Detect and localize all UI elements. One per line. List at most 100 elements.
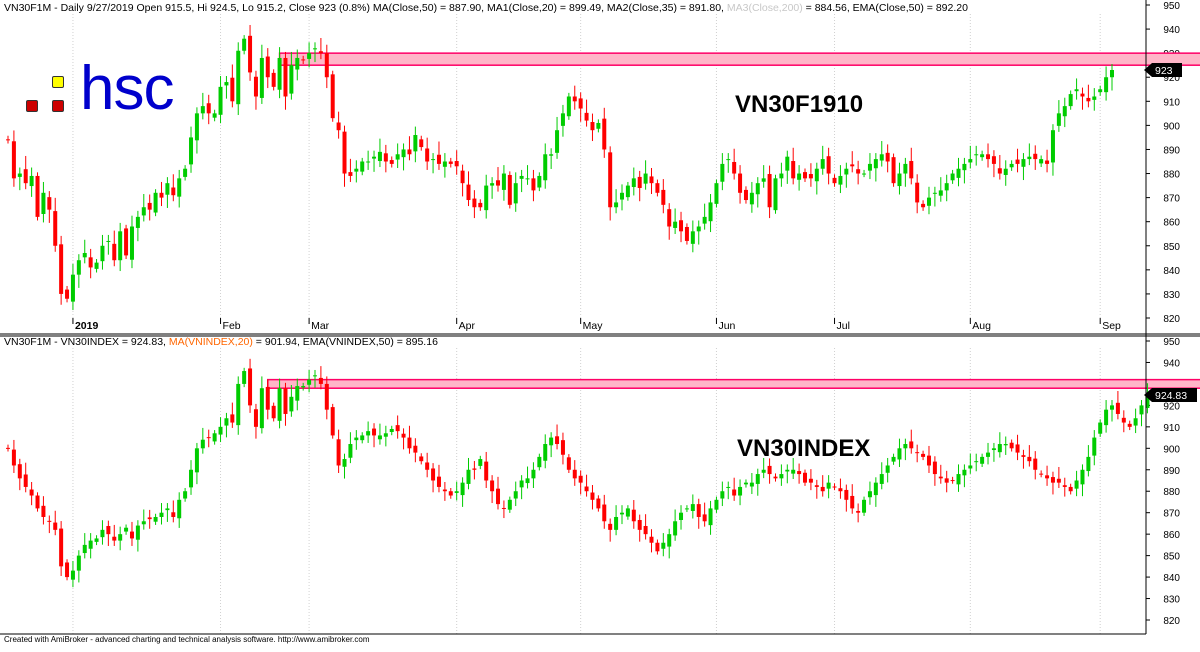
candle-body: [88, 257, 93, 268]
candle-body: [690, 504, 695, 511]
candle-body: [1027, 156, 1032, 160]
candle-body: [1045, 160, 1050, 164]
candle-body: [1098, 89, 1103, 93]
candle-body: [236, 383, 241, 426]
candle-body: [442, 489, 447, 492]
candle-body: [932, 461, 937, 475]
candle-body: [206, 437, 211, 439]
candle-body: [590, 122, 595, 131]
candle-body: [1092, 96, 1097, 100]
candle-body: [997, 168, 1002, 174]
candle-body: [41, 192, 46, 214]
candle-body: [88, 540, 93, 549]
candle-body: [525, 178, 530, 180]
resistance-band: [267, 378, 1200, 389]
candle-body: [295, 386, 300, 401]
candle-body: [578, 98, 583, 109]
candle-body: [938, 190, 943, 196]
candle-body: [224, 82, 229, 86]
candle-body: [478, 202, 483, 208]
x-tick-label: Apr: [459, 320, 476, 332]
candle-body: [844, 489, 849, 500]
candle-body: [165, 508, 170, 511]
candle-body: [856, 169, 861, 174]
candle-body: [454, 491, 459, 493]
candle-body: [643, 525, 648, 535]
candle-body: [1045, 475, 1050, 479]
candle-body: [360, 161, 365, 172]
candle-body: [141, 207, 146, 216]
logo-square-red-right: [52, 100, 64, 112]
x-tick-label: Jun: [718, 320, 735, 332]
candle-body: [637, 519, 642, 530]
candle-body: [224, 418, 229, 426]
candle-body: [366, 431, 371, 436]
candle-body: [253, 409, 258, 427]
y-tick-label: 940: [1163, 25, 1180, 36]
candle-body: [897, 173, 902, 187]
candle-body: [11, 141, 16, 179]
candle-body: [212, 433, 217, 442]
y-tick-label: 870: [1163, 509, 1180, 520]
series-watermark: VN30INDEX: [737, 435, 870, 462]
candle-body: [135, 216, 140, 228]
candle-body: [124, 527, 129, 532]
candle-body: [797, 173, 802, 180]
candle-body: [1092, 437, 1097, 456]
candle-body: [29, 175, 34, 187]
candle-body: [608, 523, 613, 530]
y-tick-label: 830: [1163, 595, 1180, 606]
candle-body: [560, 113, 565, 126]
candle-body: [1080, 469, 1085, 485]
candle-body: [785, 469, 790, 472]
candle-body: [171, 512, 176, 517]
logo-square-yellow: [52, 76, 64, 88]
candle-body: [47, 520, 52, 522]
candle-body: [47, 197, 52, 210]
candle-body: [1074, 89, 1079, 92]
candle-body: [726, 486, 731, 488]
panel-vn30index: 8208308408508608708808909009109209309409…: [4, 336, 1200, 634]
candle-body: [1027, 456, 1032, 462]
candle-body: [295, 57, 300, 70]
candle-body: [395, 425, 400, 432]
candle-body: [277, 57, 282, 90]
last-price-tag: [1144, 388, 1197, 403]
candle-body: [1039, 473, 1044, 475]
candle-body: [926, 197, 931, 206]
y-tick-label: 880: [1163, 487, 1180, 498]
candle-body: [194, 113, 199, 141]
candle-body: [1110, 405, 1114, 410]
candle-body: [135, 525, 140, 540]
candle-body: [1068, 486, 1073, 492]
candle-body: [236, 50, 241, 105]
candle-body: [738, 486, 743, 496]
y-tick-label: 840: [1163, 266, 1180, 277]
candle-body: [460, 170, 465, 184]
y-tick-label: 870: [1163, 194, 1180, 205]
candle-body: [944, 478, 949, 483]
candle-body: [761, 178, 766, 182]
candle-body: [82, 252, 87, 258]
candle-body: [696, 226, 701, 232]
candle-body: [779, 173, 784, 179]
candle-body: [1050, 477, 1055, 483]
candle-body: [850, 164, 855, 167]
candle-body: [6, 139, 10, 141]
candle-body: [454, 161, 459, 167]
x-tick-label: Mar: [311, 320, 330, 332]
candle-body: [714, 183, 719, 204]
candle-body: [413, 445, 418, 453]
candle-body: [76, 555, 81, 571]
candle-body: [318, 377, 323, 384]
candle-body: [153, 516, 158, 522]
candle-body: [862, 499, 867, 513]
candle-body: [53, 522, 58, 530]
candle-body: [584, 112, 589, 121]
hsc-logo-text: hsc: [80, 54, 174, 123]
x-tick-label: Feb: [223, 320, 241, 332]
candle-body: [189, 469, 194, 488]
resistance-band: [278, 52, 1200, 66]
candle-body: [65, 289, 70, 299]
